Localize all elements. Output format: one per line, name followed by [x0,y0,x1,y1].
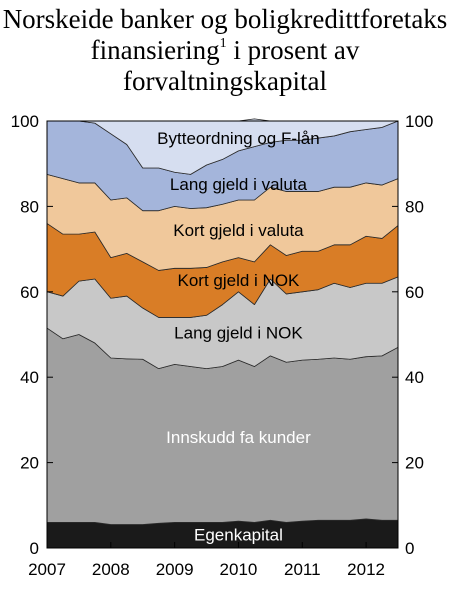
area-label-lang-gjeld-i-nok: Lang gjeld i NOK [174,323,303,342]
chart-title-line2-main: finansiering [90,35,220,65]
y-tick-label-right: 100 [405,112,433,131]
chart-title-footnote-marker: 1 [219,36,227,51]
area-label-lang-gjeld-i-valuta: Lang gjeld i valuta [170,175,308,194]
x-tick-label: 2010 [220,560,258,579]
y-tick-label-left: 100 [11,112,39,131]
x-tick-label: 2011 [284,560,321,579]
plot-frame [46,120,399,549]
y-tick-label-right: 60 [405,283,424,302]
area-labels: Egenkapital Innskudd fa kunder Lang gjeld … [157,129,320,544]
x-tick-label: 2007 [28,560,66,579]
x-tick-label: 2012 [347,560,385,579]
area-label-bytteordning-og-f-la-n: Bytteordning og F-lån [157,129,320,148]
y-tick-label-left: 80 [20,197,39,216]
chart-title-line2: finansiering1 i prosent av [0,35,450,66]
area-label-egenkapital: Egenkapital [194,525,283,544]
y-tick-label-right: 40 [405,368,424,387]
x-tick-label: 2008 [92,560,130,579]
y-tick-label-right: 20 [405,454,424,473]
chart-title-line2-rest: i prosent av [226,35,360,65]
y-tick-label-left: 40 [20,368,39,387]
area-layers [46,118,399,549]
area-label-kort-gjeld-i-valuta: Kort gjeld i valuta [173,221,304,240]
area-label-innskudd-fa-kunder: Innskudd fa kunder [166,428,311,447]
y-tick-label-left: 0 [30,539,39,558]
area-label-kort-gjeld-i-nok: Kort gjeld i NOK [178,271,301,290]
y-tick-label-right: 0 [405,539,414,558]
chart-title: Norskeide banker og boligkredittforetaks… [0,4,450,97]
axes: 0 0 20 20 40 40 60 60 80 80 100 100 2007 2008 2009 2010… [11,112,434,579]
chart-title-line3: forvaltningskapital [123,66,327,96]
y-tick-label-left: 20 [20,454,39,473]
x-tick-label: 2009 [156,560,194,579]
y-tick-label-right: 80 [405,197,424,216]
y-tick-label-left: 60 [20,283,39,302]
chart-title-line1: Norskeide banker og boligkredittforetaks [2,4,448,34]
